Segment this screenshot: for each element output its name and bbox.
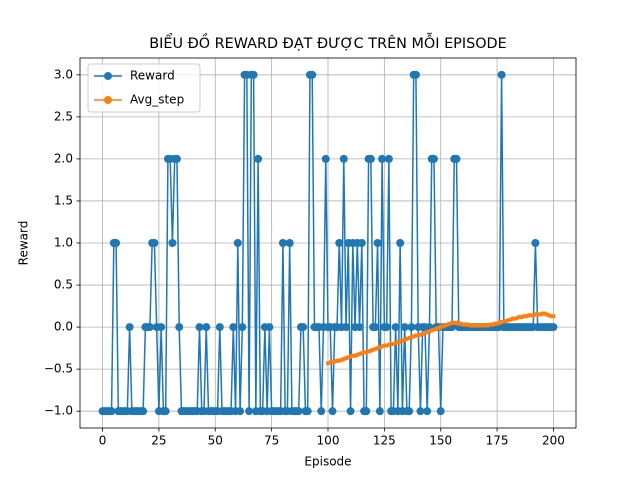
data-point [294, 407, 303, 416]
data-point [362, 407, 371, 416]
data-point [391, 323, 400, 332]
data-point [157, 323, 166, 332]
y-tick-label: 2.0 [54, 151, 73, 165]
data-point [497, 70, 506, 79]
data-point [339, 154, 348, 163]
data-point [233, 239, 242, 247]
data-point [551, 313, 556, 319]
data-point [321, 154, 330, 163]
data-point [308, 70, 317, 79]
data-point [378, 154, 387, 163]
data-point [145, 323, 154, 332]
legend-marker [104, 96, 112, 104]
data-point [382, 323, 391, 332]
data-point [303, 407, 312, 416]
data-point [249, 70, 258, 79]
data-point [342, 323, 351, 332]
data-point [549, 323, 558, 332]
data-point [429, 154, 438, 163]
x-tick-label: 75 [264, 434, 279, 448]
y-tick-label: 1.5 [54, 193, 73, 207]
data-point [346, 407, 355, 416]
x-tick-label: 175 [486, 434, 509, 448]
data-point [202, 323, 211, 332]
data-point [299, 323, 308, 332]
data-point [436, 407, 445, 416]
data-point [254, 154, 263, 163]
x-axis-label: Episode [304, 455, 351, 469]
legend-label: Reward [130, 69, 175, 83]
y-tick-label: 0.0 [54, 320, 73, 334]
data-point [238, 323, 247, 332]
data-point [407, 323, 416, 332]
data-point [328, 407, 337, 416]
data-point [317, 407, 326, 416]
data-point [384, 154, 393, 163]
x-tick-label: 125 [373, 434, 396, 448]
y-tick-label: 1.0 [54, 236, 73, 250]
legend-label: Avg_step [130, 93, 184, 107]
y-axis-label: Reward [17, 221, 31, 266]
data-point [175, 323, 184, 332]
data-point [150, 239, 159, 247]
data-point [107, 407, 116, 416]
x-tick-label: 25 [151, 434, 166, 448]
data-point [285, 239, 294, 247]
data-point [531, 239, 540, 247]
chart-title: BIỂU ĐỒ REWARD ĐẠT ĐƯỢC TRÊN MỖI EPISODE [149, 33, 506, 52]
data-point [416, 407, 425, 416]
x-tick-label: 0 [99, 434, 107, 448]
x-tick-label: 200 [542, 434, 565, 448]
data-point [396, 239, 405, 247]
data-point [375, 407, 384, 416]
data-point [423, 407, 432, 416]
data-point [195, 323, 204, 332]
y-tick-label: −0.5 [44, 362, 73, 376]
x-tick-label: 150 [429, 434, 452, 448]
data-point [125, 323, 134, 332]
data-point [371, 323, 380, 332]
y-tick-label: 2.5 [54, 109, 73, 123]
data-point [139, 407, 148, 416]
y-tick-label: 3.0 [54, 67, 73, 81]
data-point [161, 407, 170, 416]
x-tick-label: 100 [317, 434, 340, 448]
data-point [245, 407, 254, 416]
data-point [265, 323, 274, 332]
data-point [366, 154, 375, 163]
data-point [373, 239, 382, 247]
data-point [215, 323, 224, 332]
y-tick-label: −1.0 [44, 404, 73, 418]
x-tick-label: 50 [208, 434, 223, 448]
data-point [355, 323, 364, 332]
data-point [278, 239, 287, 247]
data-point [112, 239, 121, 247]
data-point [405, 407, 414, 416]
plot-frame [79, 57, 577, 429]
data-point [229, 323, 238, 332]
y-tick-label: 0.5 [54, 278, 73, 292]
data-point [236, 407, 245, 416]
data-point [357, 239, 366, 247]
data-point [172, 154, 181, 163]
data-point [168, 239, 177, 247]
data-point [452, 154, 461, 163]
data-point [335, 239, 344, 247]
legend-marker [104, 72, 112, 80]
data-point [411, 70, 420, 79]
data-point [400, 323, 409, 332]
